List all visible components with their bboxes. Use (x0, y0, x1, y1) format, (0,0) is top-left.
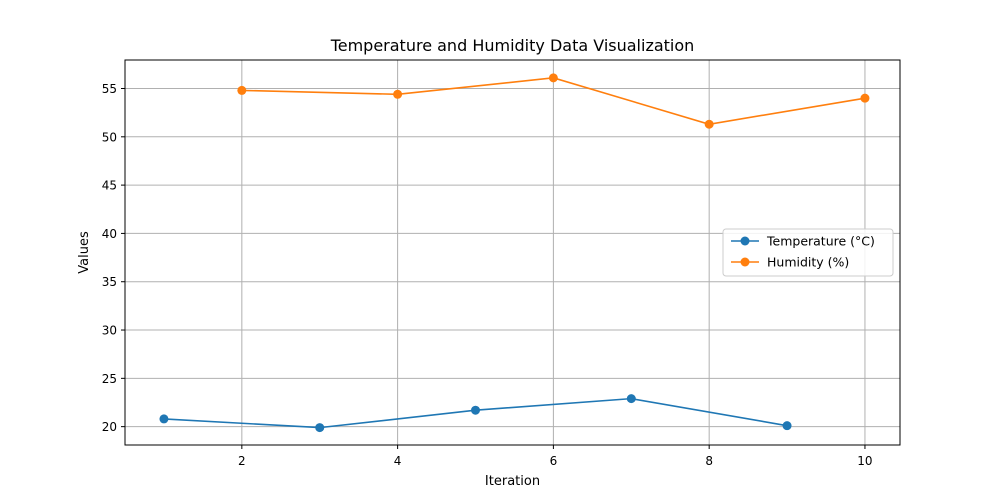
series-layer (159, 73, 870, 433)
y-axis-label: Values (77, 231, 92, 274)
data-point-humidity (548, 73, 558, 83)
legend-marker-humidity (740, 257, 750, 267)
x-tick-label: 4 (394, 454, 402, 468)
data-point-temperature (782, 421, 792, 431)
y-tick-label: 20 (102, 420, 117, 434)
data-point-temperature (315, 423, 325, 433)
data-point-temperature (159, 414, 169, 424)
data-point-humidity (704, 119, 714, 129)
y-tick-label: 35 (102, 275, 117, 289)
plot-frame (124, 59, 901, 446)
legend-label-humidity: Humidity (%) (767, 255, 849, 270)
data-point-temperature (471, 405, 481, 415)
y-tick-label: 55 (102, 82, 117, 96)
data-point-humidity (237, 85, 247, 95)
y-tick-label: 25 (102, 372, 117, 386)
x-tick-label: 2 (238, 454, 246, 468)
y-tick-label: 45 (102, 179, 117, 193)
y-tick-label: 40 (102, 227, 117, 241)
legend-box (722, 228, 894, 277)
legend-marker-temperature (740, 236, 750, 246)
axis-ticks: 2 4 6 8 10 20 25 30 35 40 45 50 55 (102, 82, 873, 468)
data-point-temperature (626, 394, 636, 404)
x-axis-label: Iteration (485, 474, 540, 489)
y-tick-label: 30 (102, 324, 117, 338)
x-tick-label: 10 (857, 454, 872, 468)
x-tick-label: 6 (550, 454, 558, 468)
chart-title: Temperature and Humidity Data Visualizat… (330, 36, 695, 55)
legend: Temperature (°C) Humidity (%) (722, 228, 894, 277)
x-tick-label: 8 (705, 454, 713, 468)
y-tick-label: 50 (102, 130, 117, 144)
legend-label-temperature: Temperature (°C) (766, 234, 875, 249)
data-point-humidity (860, 93, 870, 103)
data-point-humidity (393, 89, 403, 99)
